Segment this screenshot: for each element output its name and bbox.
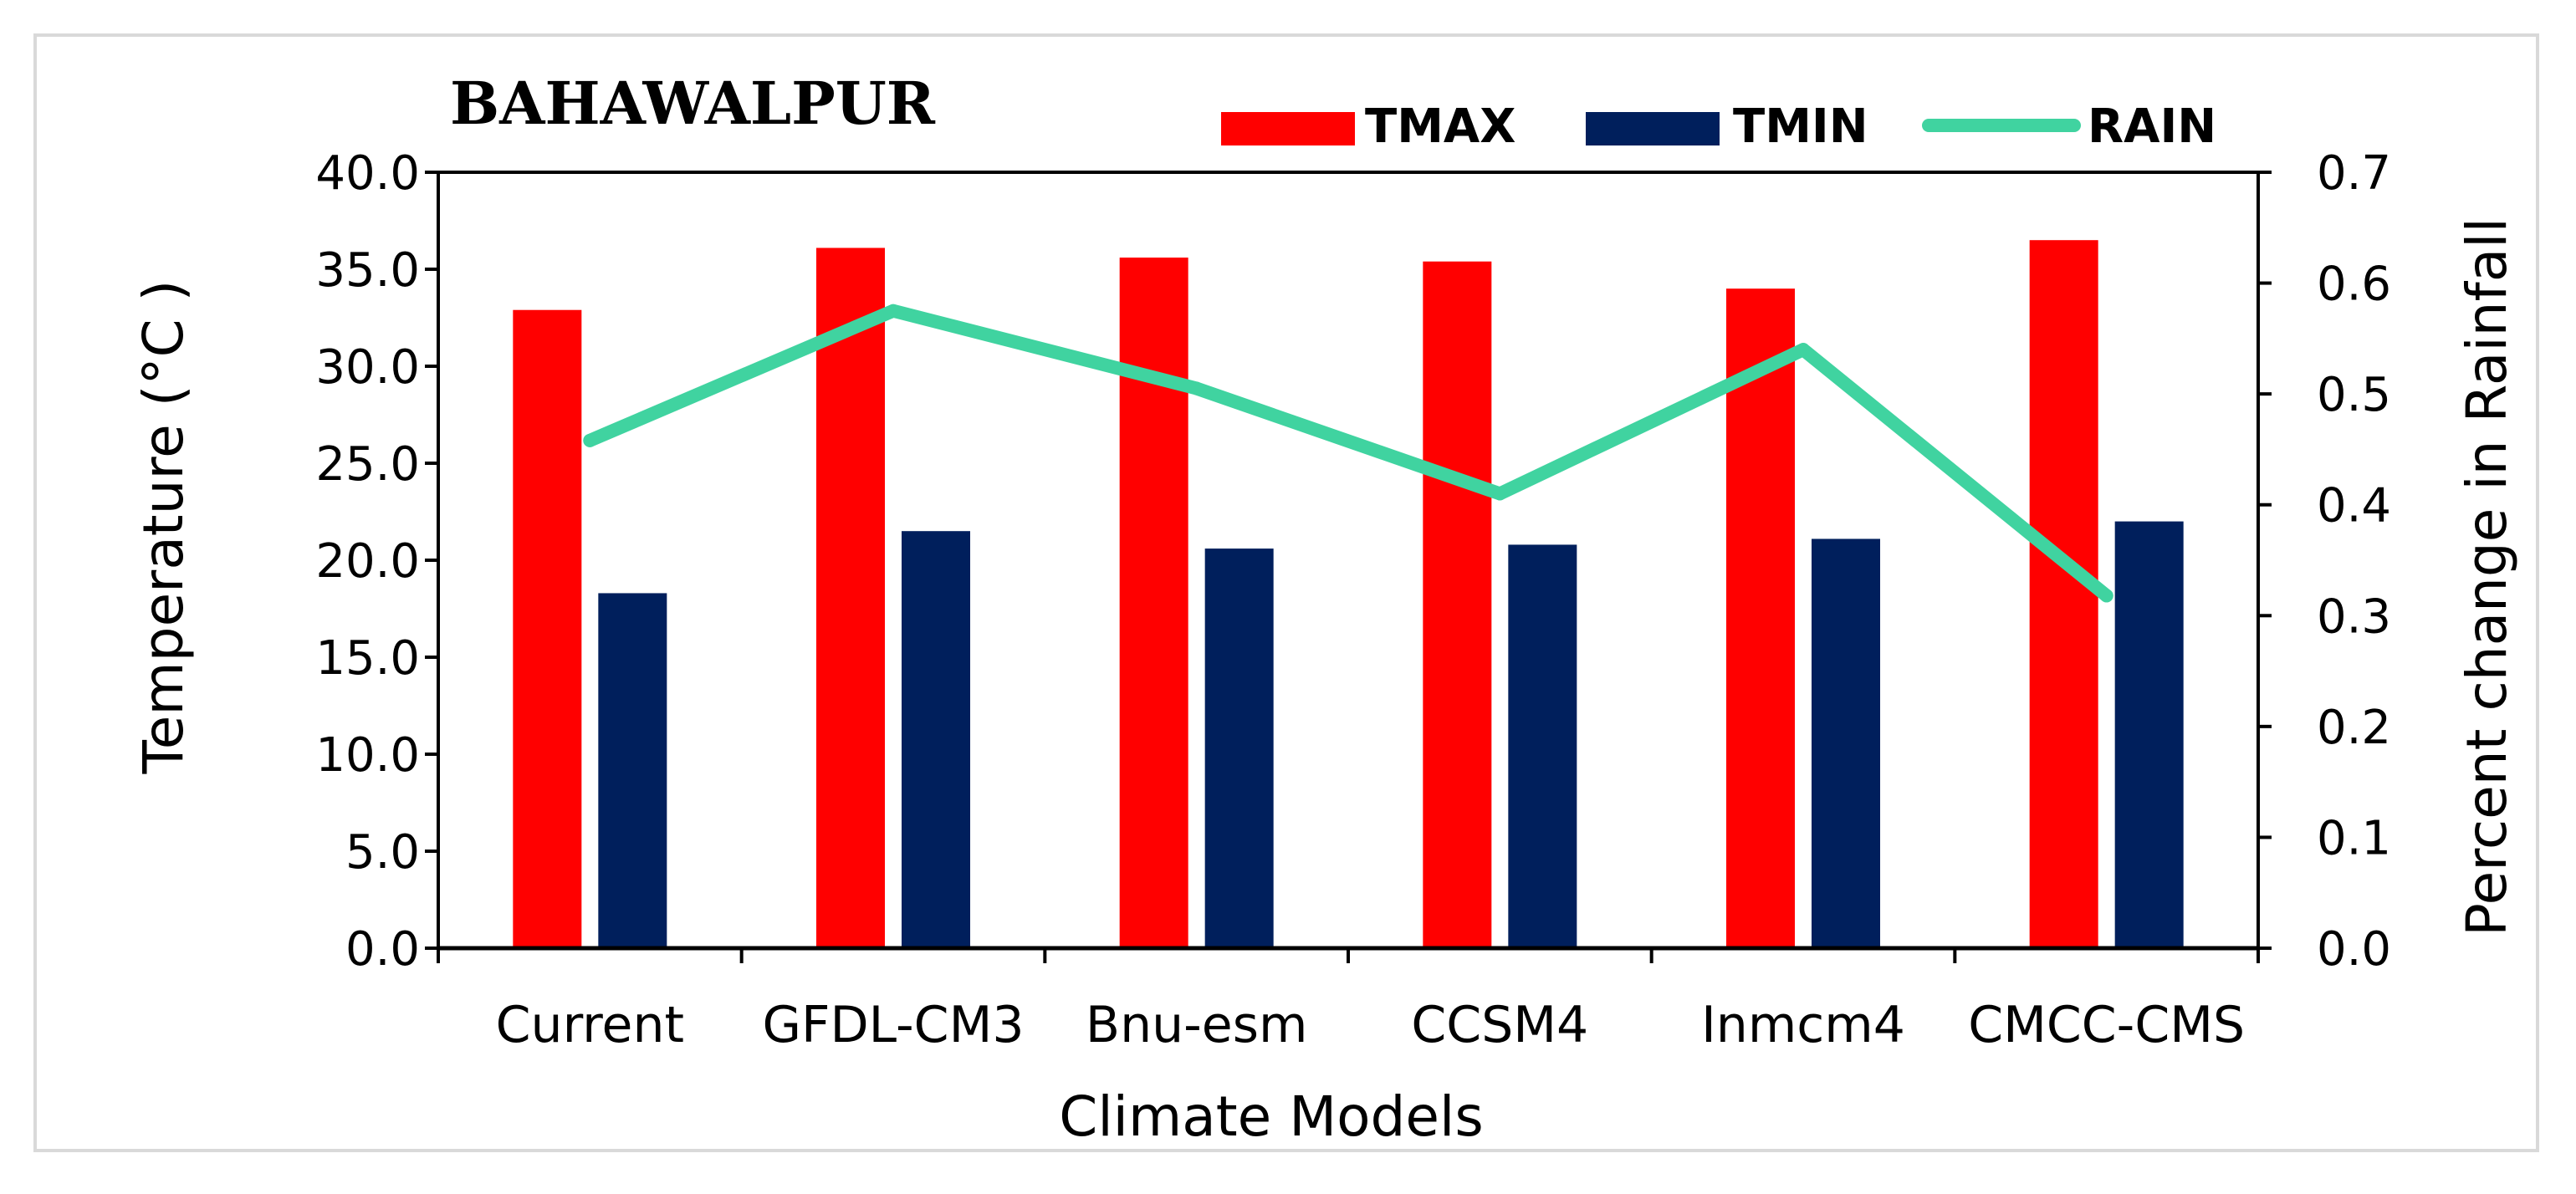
legend-label-tmin: TMIN (1733, 100, 1868, 154)
legend-swatch-tmax (1221, 112, 1355, 145)
x-tick-label: Current (496, 996, 684, 1054)
bar-tmin-ccsm4 (1508, 544, 1577, 948)
legend-label-tmax: TMAX (1365, 100, 1515, 154)
y-tick-label: 40.0 (315, 146, 420, 201)
legend-swatch-tmin (1586, 112, 1720, 145)
y2-tick-label: 0.6 (2317, 258, 2391, 312)
plot-area-border (437, 171, 2260, 950)
y-tick-label: 25.0 (315, 437, 420, 492)
x-tick-label: CMCC-CMS (1968, 996, 2245, 1054)
rain-point-bnu-esm (1189, 381, 1204, 395)
y-ticks-left: 0.0 5.0 10.0 15.0 20.0 25.0 30.0 35.0 40.0 (315, 146, 438, 977)
chart-title: BAHAWALPUR (450, 69, 936, 138)
y-ticks-right: 0.0 0.1 0.2 0.3 0.4 0.5 0.6 0.7 (2258, 146, 2391, 977)
y-tick-label: 15.0 (315, 631, 420, 686)
bar-tmax-current (513, 309, 582, 949)
rain-point-current (583, 433, 597, 447)
bar-tmax-gfdl-cm3 (816, 247, 885, 949)
legend: TMAX TMIN RAIN (1221, 100, 2216, 154)
bar-tmin-cmcc-cms (2114, 521, 2184, 948)
rain-line (583, 304, 2113, 603)
bar-tmin-bnu-esm (1204, 549, 1274, 948)
y2-tick-label: 0.1 (2317, 811, 2391, 865)
y2-tick-label: 0.3 (2317, 589, 2391, 644)
y-tick-label: 35.0 (315, 243, 420, 298)
bar-tmin-gfdl-cm3 (902, 531, 970, 948)
rain-point-gfdl-cm3 (887, 304, 900, 318)
bar-tmin-inmcm4 (1812, 538, 1880, 948)
bar-tmax-bnu-esm (1119, 258, 1188, 949)
x-tick-label: Bnu-esm (1086, 996, 1308, 1054)
y2-tick-label: 0.2 (2317, 701, 2391, 755)
y-tick-label: 20.0 (315, 534, 420, 589)
x-ticks: Current GFDL-CM3 Bnu-esm CCSM4 Inmcm4 CMCC-CM… (437, 948, 2260, 1054)
y-tick-label: 30.0 (315, 340, 420, 395)
bar-tmax-ccsm4 (1423, 261, 1492, 949)
x-tick-label: GFDL-CM3 (762, 996, 1024, 1054)
y2-axis-title: Percent change in Rainfall (2455, 217, 2519, 936)
rain-point-cmcc-cms (2099, 589, 2113, 603)
y2-tick-label: 0.0 (2317, 922, 2391, 977)
x-axis-title: Climate Models (1059, 1084, 1484, 1149)
legend-label-rain: RAIN (2088, 100, 2216, 154)
y-tick-label: 0.0 (345, 922, 420, 977)
bar-tmin-current (598, 593, 667, 948)
y2-tick-label: 0.5 (2317, 368, 2391, 422)
rain-point-ccsm4 (1493, 487, 1507, 501)
y-tick-label: 10.0 (315, 728, 420, 783)
bar-tmax-cmcc-cms (2029, 240, 2098, 948)
rain-line-layer (583, 304, 2113, 603)
y2-tick-label: 0.4 (2317, 479, 2391, 533)
rain-point-inmcm4 (1797, 343, 1810, 357)
y-axis-title: Temperature (°C ) (131, 280, 196, 775)
x-tick-label: CCSM4 (1411, 996, 1588, 1054)
bars-layer (513, 240, 2184, 949)
y2-tick-label: 0.7 (2317, 146, 2391, 201)
bar-tmax-inmcm4 (1726, 288, 1795, 948)
x-tick-label: Inmcm4 (1701, 996, 1905, 1054)
y-tick-label: 5.0 (345, 825, 420, 880)
